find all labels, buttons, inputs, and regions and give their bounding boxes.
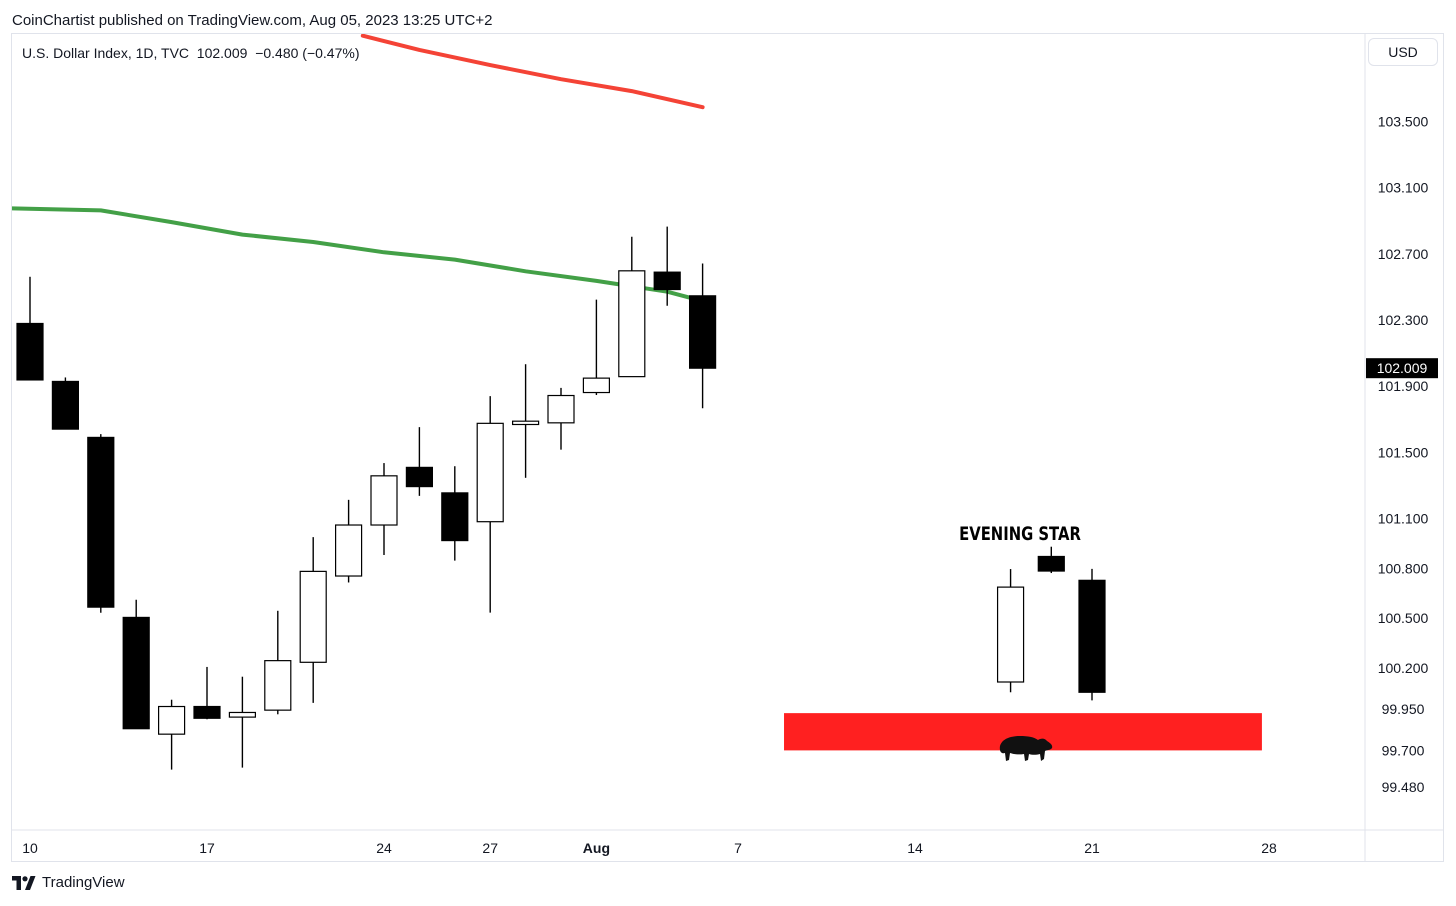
- x-tick-label: 17: [199, 840, 215, 856]
- candle-body: [688, 295, 717, 369]
- candle-body: [51, 380, 80, 430]
- candle-body: [16, 322, 44, 381]
- candle[interactable]: [264, 610, 292, 715]
- candle-body: [547, 394, 575, 424]
- candle-body: [1078, 579, 1106, 693]
- moving-average-red: [360, 34, 705, 110]
- candle-body: [264, 660, 292, 711]
- candle[interactable]: [158, 699, 186, 770]
- tradingview-logo-icon: [12, 875, 36, 890]
- y-tick-label: 101.100: [1378, 511, 1429, 527]
- candle-body: [653, 271, 681, 291]
- x-tick-label: 27: [482, 840, 498, 856]
- candle[interactable]: [476, 396, 504, 613]
- chart-frame: [11, 33, 1444, 862]
- candle-body: [511, 420, 540, 426]
- candle-body: [193, 705, 221, 719]
- y-tick-label: 103.500: [1378, 113, 1429, 129]
- last-price-tag: 102.009: [1366, 358, 1438, 379]
- y-tick-label: 100.500: [1378, 610, 1429, 626]
- evening-star-candle[interactable]: [1037, 546, 1065, 574]
- candle[interactable]: [688, 263, 717, 409]
- candle[interactable]: [228, 676, 256, 768]
- candle-body: [158, 705, 186, 735]
- candle[interactable]: [122, 599, 150, 730]
- y-tick-label: 99.700: [1382, 743, 1425, 759]
- y-tick-label: 101.500: [1378, 444, 1429, 460]
- candle[interactable]: [370, 463, 398, 555]
- candle-body: [299, 570, 327, 663]
- candle-body: [618, 270, 646, 378]
- candle-body: [582, 377, 611, 394]
- candle[interactable]: [193, 666, 221, 720]
- y-tick-label: 100.200: [1378, 660, 1429, 676]
- candle-body: [122, 616, 150, 730]
- tradingview-wordmark: TradingView: [42, 874, 125, 891]
- y-tick-label: 99.950: [1382, 701, 1425, 717]
- candle[interactable]: [87, 434, 115, 613]
- x-tick-label: 28: [1261, 840, 1277, 856]
- y-tick-label: 100.800: [1378, 560, 1429, 576]
- candle-body: [228, 711, 256, 718]
- x-tick-label: 7: [734, 840, 742, 856]
- symbol-info: U.S. Dollar Index, 1D, TVC 102.009 −0.48…: [22, 45, 360, 61]
- currency-button[interactable]: USD: [1368, 38, 1438, 66]
- x-tick-label: 10: [22, 840, 38, 856]
- candle[interactable]: [653, 226, 681, 306]
- y-tick-label: 102.300: [1378, 312, 1429, 328]
- bear-icon: [999, 736, 1053, 761]
- evening-star-candle[interactable]: [996, 569, 1025, 693]
- candle-body: [370, 475, 398, 526]
- candle[interactable]: [335, 499, 363, 583]
- candle[interactable]: [16, 276, 44, 381]
- candle-body: [87, 436, 115, 608]
- evening-star-candle[interactable]: [1078, 568, 1106, 701]
- y-tick-label: 102.700: [1378, 246, 1429, 262]
- last-price-value: 102.009: [1377, 360, 1428, 376]
- evening-star-label: EVENING STAR: [959, 523, 1081, 545]
- candle[interactable]: [582, 299, 611, 396]
- candle-body: [405, 466, 433, 488]
- candle[interactable]: [441, 466, 469, 561]
- x-tick-label: 21: [1084, 840, 1100, 856]
- candle-body: [441, 492, 469, 542]
- y-tick-label: 103.100: [1378, 180, 1429, 196]
- candle[interactable]: [405, 427, 433, 496]
- candle[interactable]: [547, 387, 575, 450]
- candle[interactable]: [511, 364, 540, 478]
- published-byline: CoinChartist published on TradingView.co…: [12, 12, 493, 29]
- x-tick-label: Aug: [583, 840, 610, 856]
- candle-body: [335, 524, 363, 577]
- tradingview-brand[interactable]: TradingView: [12, 874, 125, 891]
- x-tick-label: 24: [376, 840, 392, 856]
- moving-average-green: [12, 206, 705, 304]
- candle[interactable]: [618, 236, 646, 378]
- candle-body: [996, 586, 1025, 683]
- y-tick-label: 101.900: [1378, 378, 1429, 394]
- candle[interactable]: [51, 377, 80, 430]
- candle[interactable]: [299, 537, 327, 703]
- y-tick-label: 99.480: [1382, 779, 1425, 795]
- x-tick-label: 14: [907, 840, 923, 856]
- candle-body: [476, 422, 504, 523]
- candle-body: [1037, 555, 1065, 572]
- last-price-tag-bg: [1366, 358, 1438, 379]
